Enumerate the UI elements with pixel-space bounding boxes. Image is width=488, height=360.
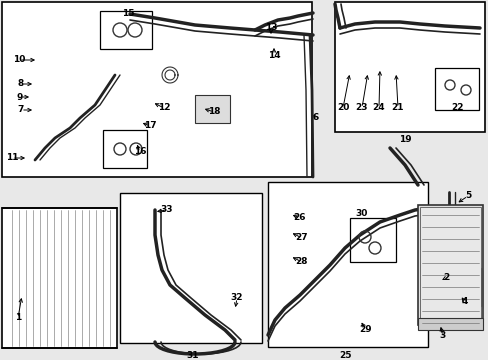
Text: 6: 6	[312, 113, 319, 122]
Text: 31: 31	[186, 351, 199, 360]
Text: 10: 10	[13, 55, 25, 64]
Text: 30: 30	[355, 210, 367, 219]
Text: 1: 1	[15, 314, 21, 323]
Text: 33: 33	[161, 206, 173, 215]
Bar	[2, 2, 311, 177]
Bar	[441, 270, 481, 308]
Bar	[120, 193, 262, 343]
Text: 15: 15	[122, 9, 134, 18]
Text: 25: 25	[339, 351, 351, 360]
Text: 23: 23	[355, 104, 367, 112]
Text: 13: 13	[264, 23, 277, 32]
Text: 2: 2	[442, 274, 448, 283]
Bar	[349, 218, 395, 262]
Bar	[2, 208, 117, 348]
Bar	[103, 130, 147, 168]
Text: 17: 17	[143, 122, 156, 130]
Text: 26: 26	[293, 213, 305, 222]
Text: 16: 16	[134, 148, 146, 157]
Text: 14: 14	[267, 50, 280, 59]
Text: 9: 9	[17, 93, 23, 102]
Text: 19: 19	[398, 135, 410, 144]
Text: 7: 7	[18, 105, 24, 114]
Text: 27: 27	[295, 234, 307, 243]
Text: 18: 18	[207, 108, 220, 117]
Text: 24: 24	[372, 104, 385, 112]
Text: 3: 3	[439, 332, 445, 341]
Bar	[419, 207, 480, 323]
Text: 12: 12	[158, 104, 170, 112]
Bar	[195, 95, 229, 123]
Text: 21: 21	[391, 104, 404, 112]
Text: 5: 5	[464, 192, 470, 201]
Bar	[434, 68, 478, 110]
Text: 28: 28	[295, 257, 307, 266]
Bar	[442, 268, 480, 306]
Text: 29: 29	[359, 325, 371, 334]
Bar	[267, 182, 427, 347]
Text: 22: 22	[451, 104, 463, 112]
Text: 11: 11	[6, 153, 18, 162]
Text: 8: 8	[18, 80, 24, 89]
Bar	[417, 205, 482, 325]
Text: 20: 20	[336, 104, 348, 112]
Text: 4: 4	[461, 297, 467, 306]
Bar	[417, 318, 482, 330]
Bar	[334, 2, 484, 132]
Bar	[100, 11, 152, 49]
Text: 32: 32	[230, 293, 243, 302]
